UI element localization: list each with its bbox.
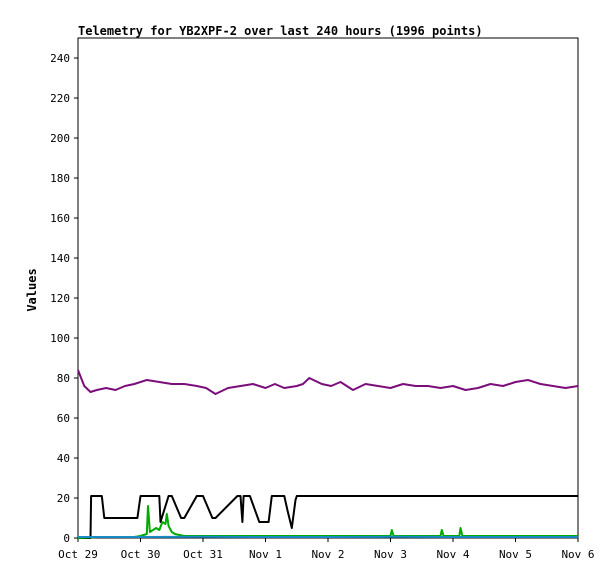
series-line-1 xyxy=(77,369,579,395)
y-tick-label: 100 xyxy=(50,332,70,345)
y-tick-label: 80 xyxy=(57,372,70,385)
x-tick-label: Nov 6 xyxy=(561,548,594,561)
x-tick-label: Nov 2 xyxy=(311,548,344,561)
y-tick-label: 140 xyxy=(50,252,70,265)
y-tick-label: 120 xyxy=(50,292,70,305)
x-tick-label: Oct 30 xyxy=(121,548,161,561)
x-tick-label: Nov 1 xyxy=(249,548,282,561)
y-tick-label: 200 xyxy=(50,132,70,145)
x-tick-label: Oct 29 xyxy=(58,548,98,561)
y-tick-label: 240 xyxy=(50,52,70,65)
x-axis: Oct 29 Oct 30 Oct 31 Nov 1 Nov 2 Nov 3 Nov 4 No… xyxy=(58,538,595,561)
plot-frame xyxy=(77,37,579,539)
y-tick-label: 40 xyxy=(57,452,70,465)
y-tick-label: 160 xyxy=(50,212,70,225)
y-axis-label: Values xyxy=(25,268,39,311)
x-tick-label: Oct 31 xyxy=(183,548,223,561)
y-axis: 0 20 40 60 80 100 120 140 160 180 200 220 240 xyxy=(50,52,78,545)
y-tick-label: 180 xyxy=(50,172,70,185)
x-tick-label: Nov 5 xyxy=(499,548,532,561)
y-tick-label: 0 xyxy=(63,532,70,545)
series-line-2 xyxy=(78,495,578,539)
x-tick-label: Nov 3 xyxy=(374,548,407,561)
y-tick-label: 220 xyxy=(50,92,70,105)
x-tick-label: Nov 4 xyxy=(436,548,469,561)
chart-title: Telemetry for YB2XPF-2 over last 240 hou… xyxy=(78,24,483,38)
series-layer xyxy=(77,369,579,539)
y-tick-label: 20 xyxy=(57,492,70,505)
y-tick-label: 60 xyxy=(57,412,70,425)
